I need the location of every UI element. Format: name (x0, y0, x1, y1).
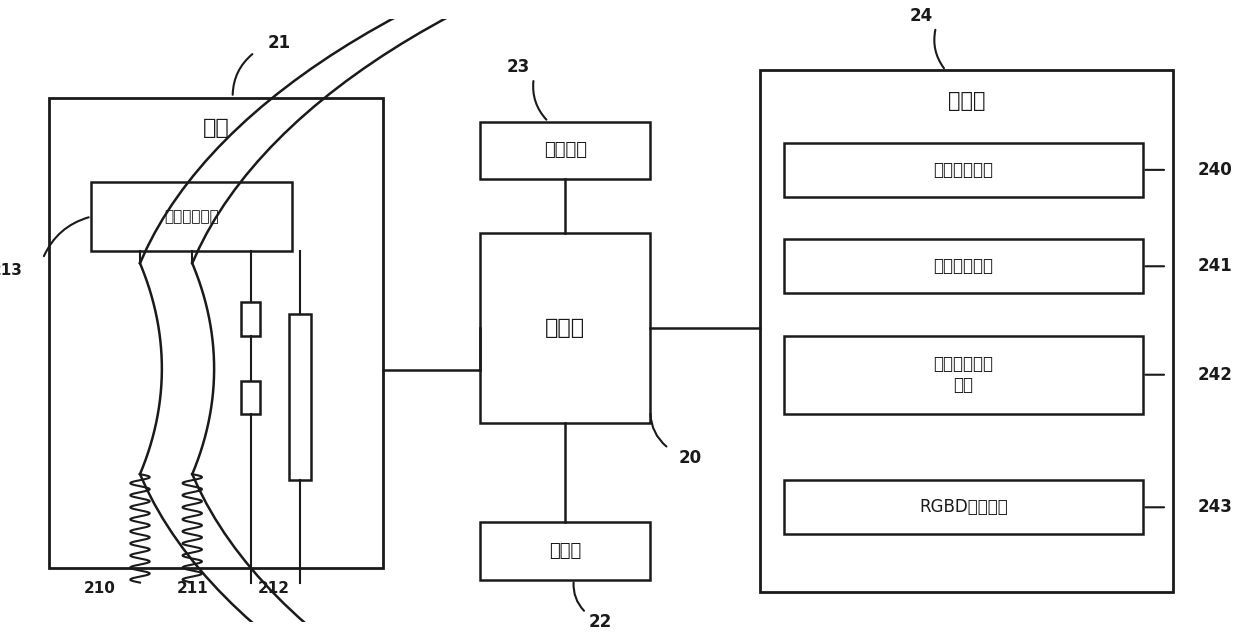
Text: 22: 22 (589, 613, 613, 631)
Text: 240: 240 (1198, 161, 1233, 179)
Text: 211: 211 (176, 581, 208, 596)
FancyBboxPatch shape (784, 336, 1142, 414)
Text: 23: 23 (506, 58, 529, 76)
FancyBboxPatch shape (48, 97, 383, 567)
Text: 镜头调整系统: 镜头调整系统 (164, 209, 219, 224)
FancyBboxPatch shape (289, 315, 311, 480)
FancyBboxPatch shape (480, 522, 650, 579)
Text: 213: 213 (0, 263, 22, 278)
Text: 212: 212 (258, 581, 290, 596)
Text: 21: 21 (268, 35, 290, 53)
Text: 存储器: 存储器 (947, 90, 985, 111)
FancyBboxPatch shape (784, 239, 1142, 294)
FancyBboxPatch shape (784, 480, 1142, 535)
Text: 处理器: 处理器 (546, 318, 585, 338)
Text: 自动对焦程序: 自动对焦程序 (934, 161, 993, 179)
Text: 自动曝光程序: 自动曝光程序 (934, 257, 993, 275)
FancyBboxPatch shape (241, 303, 260, 336)
Text: 显示器: 显示器 (549, 542, 582, 560)
FancyBboxPatch shape (92, 182, 291, 251)
Text: 计量区域检测
程序: 计量区域检测 程序 (934, 355, 993, 394)
Text: 深度相机: 深度相机 (544, 141, 587, 159)
FancyBboxPatch shape (480, 122, 650, 179)
FancyBboxPatch shape (760, 71, 1173, 592)
FancyBboxPatch shape (241, 381, 260, 414)
Text: 相机: 相机 (202, 118, 229, 138)
Text: 24: 24 (910, 7, 932, 25)
Text: 242: 242 (1198, 366, 1233, 384)
Text: 210: 210 (84, 581, 115, 596)
Text: 243: 243 (1198, 498, 1233, 516)
Text: 241: 241 (1198, 257, 1233, 275)
Text: 20: 20 (680, 449, 702, 467)
FancyBboxPatch shape (784, 143, 1142, 197)
FancyBboxPatch shape (480, 233, 650, 423)
Text: RGBD配准程序: RGBD配准程序 (919, 498, 1008, 516)
